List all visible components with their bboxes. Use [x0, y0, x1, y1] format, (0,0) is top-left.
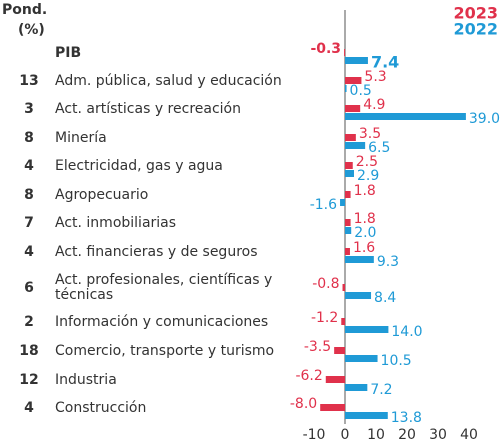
- bar: [345, 248, 350, 255]
- category-label: Act. financieras y de seguros: [55, 244, 258, 260]
- bar: [345, 134, 356, 141]
- bar: [345, 256, 374, 263]
- category-label: Información y comunicaciones: [55, 314, 268, 330]
- category-label: Adm. pública, salud y educación: [55, 73, 282, 89]
- x-tick-label: 20: [398, 427, 416, 443]
- category-label: Construcción: [55, 400, 146, 416]
- bar: [345, 326, 389, 333]
- weight: 4: [24, 400, 34, 416]
- value-label: 2.0: [354, 225, 376, 241]
- value-label: 2.9: [357, 168, 379, 184]
- bar: [345, 412, 388, 419]
- weight-header: (%): [18, 22, 45, 38]
- weight: 8: [24, 187, 34, 203]
- bar: [341, 318, 345, 325]
- value-label: 1.8: [354, 211, 376, 227]
- weight-header: Pond.: [2, 2, 47, 18]
- weight: 3: [24, 101, 34, 117]
- weight: 7: [24, 215, 34, 231]
- weight: 6: [24, 280, 34, 296]
- bar: [345, 113, 466, 120]
- bar: [345, 57, 368, 64]
- category-label: Minería: [55, 130, 107, 146]
- value-label: -0.8: [312, 276, 339, 292]
- value-label: 39.0: [469, 111, 500, 127]
- bar: [345, 292, 372, 299]
- legend-label: 2023: [453, 4, 498, 23]
- value-label: -0.3: [310, 41, 341, 57]
- bar: [334, 347, 345, 354]
- value-label: 2.5: [356, 154, 378, 170]
- weight: 13: [19, 73, 38, 89]
- value-label: 8.4: [374, 290, 396, 306]
- value-label: 9.3: [377, 254, 399, 270]
- category-label: PIB: [55, 45, 81, 61]
- category-label: Industria: [55, 372, 117, 388]
- weight: 18: [19, 343, 38, 359]
- value-label: 13.8: [391, 410, 422, 426]
- weight: 8: [24, 130, 34, 146]
- value-label: 3.5: [359, 126, 381, 142]
- weight: 4: [24, 244, 34, 260]
- value-label: 0.5: [350, 83, 372, 99]
- value-label: 4.9: [363, 97, 385, 113]
- weight: 2: [24, 314, 34, 330]
- bar: [345, 170, 354, 177]
- bar: [342, 284, 345, 291]
- bar: [345, 105, 361, 112]
- bar: [345, 384, 368, 391]
- bar: [345, 77, 362, 84]
- x-tick-label: 40: [460, 427, 478, 443]
- value-label: -1.6: [310, 197, 337, 213]
- value-label: -3.5: [304, 339, 331, 355]
- bar: [345, 142, 366, 149]
- bar: [340, 199, 345, 206]
- x-tick-label: 10: [367, 427, 385, 443]
- category-label: Act. profesionales, científicas y técnica…: [55, 272, 272, 303]
- category-label: Act. inmobiliarias: [55, 215, 176, 231]
- bar: [320, 404, 345, 411]
- bar: [345, 355, 378, 362]
- bar: [345, 191, 351, 198]
- weight: 4: [24, 158, 34, 174]
- value-label: -8.0: [290, 396, 317, 412]
- bar: [345, 85, 347, 92]
- bar: [345, 162, 353, 169]
- value-label: 7.4: [371, 53, 399, 72]
- bar: [345, 227, 352, 234]
- value-label: 14.0: [391, 324, 422, 340]
- value-label: 6.5: [368, 140, 390, 156]
- category-label: Comercio, transporte y turismo: [55, 343, 274, 359]
- value-label: 1.8: [354, 183, 376, 199]
- value-label: 5.3: [364, 69, 386, 85]
- x-tick-label: -10: [303, 427, 326, 443]
- bar: [325, 376, 345, 383]
- value-label: -6.2: [295, 368, 322, 384]
- weight: 12: [19, 372, 38, 388]
- value-label: 1.6: [353, 240, 375, 256]
- x-tick-label: 30: [429, 427, 447, 443]
- category-label: Act. artísticas y recreación: [55, 101, 241, 117]
- bar: [344, 49, 346, 56]
- value-label: -1.2: [311, 310, 338, 326]
- value-label: 7.2: [370, 382, 392, 398]
- bar: [345, 219, 351, 226]
- category-label: Agropecuario: [55, 187, 148, 203]
- legend-label: 2022: [453, 20, 498, 39]
- category-label: Electricidad, gas y agua: [55, 158, 223, 174]
- value-label: 10.5: [381, 353, 412, 369]
- x-tick-label: 0: [341, 427, 350, 443]
